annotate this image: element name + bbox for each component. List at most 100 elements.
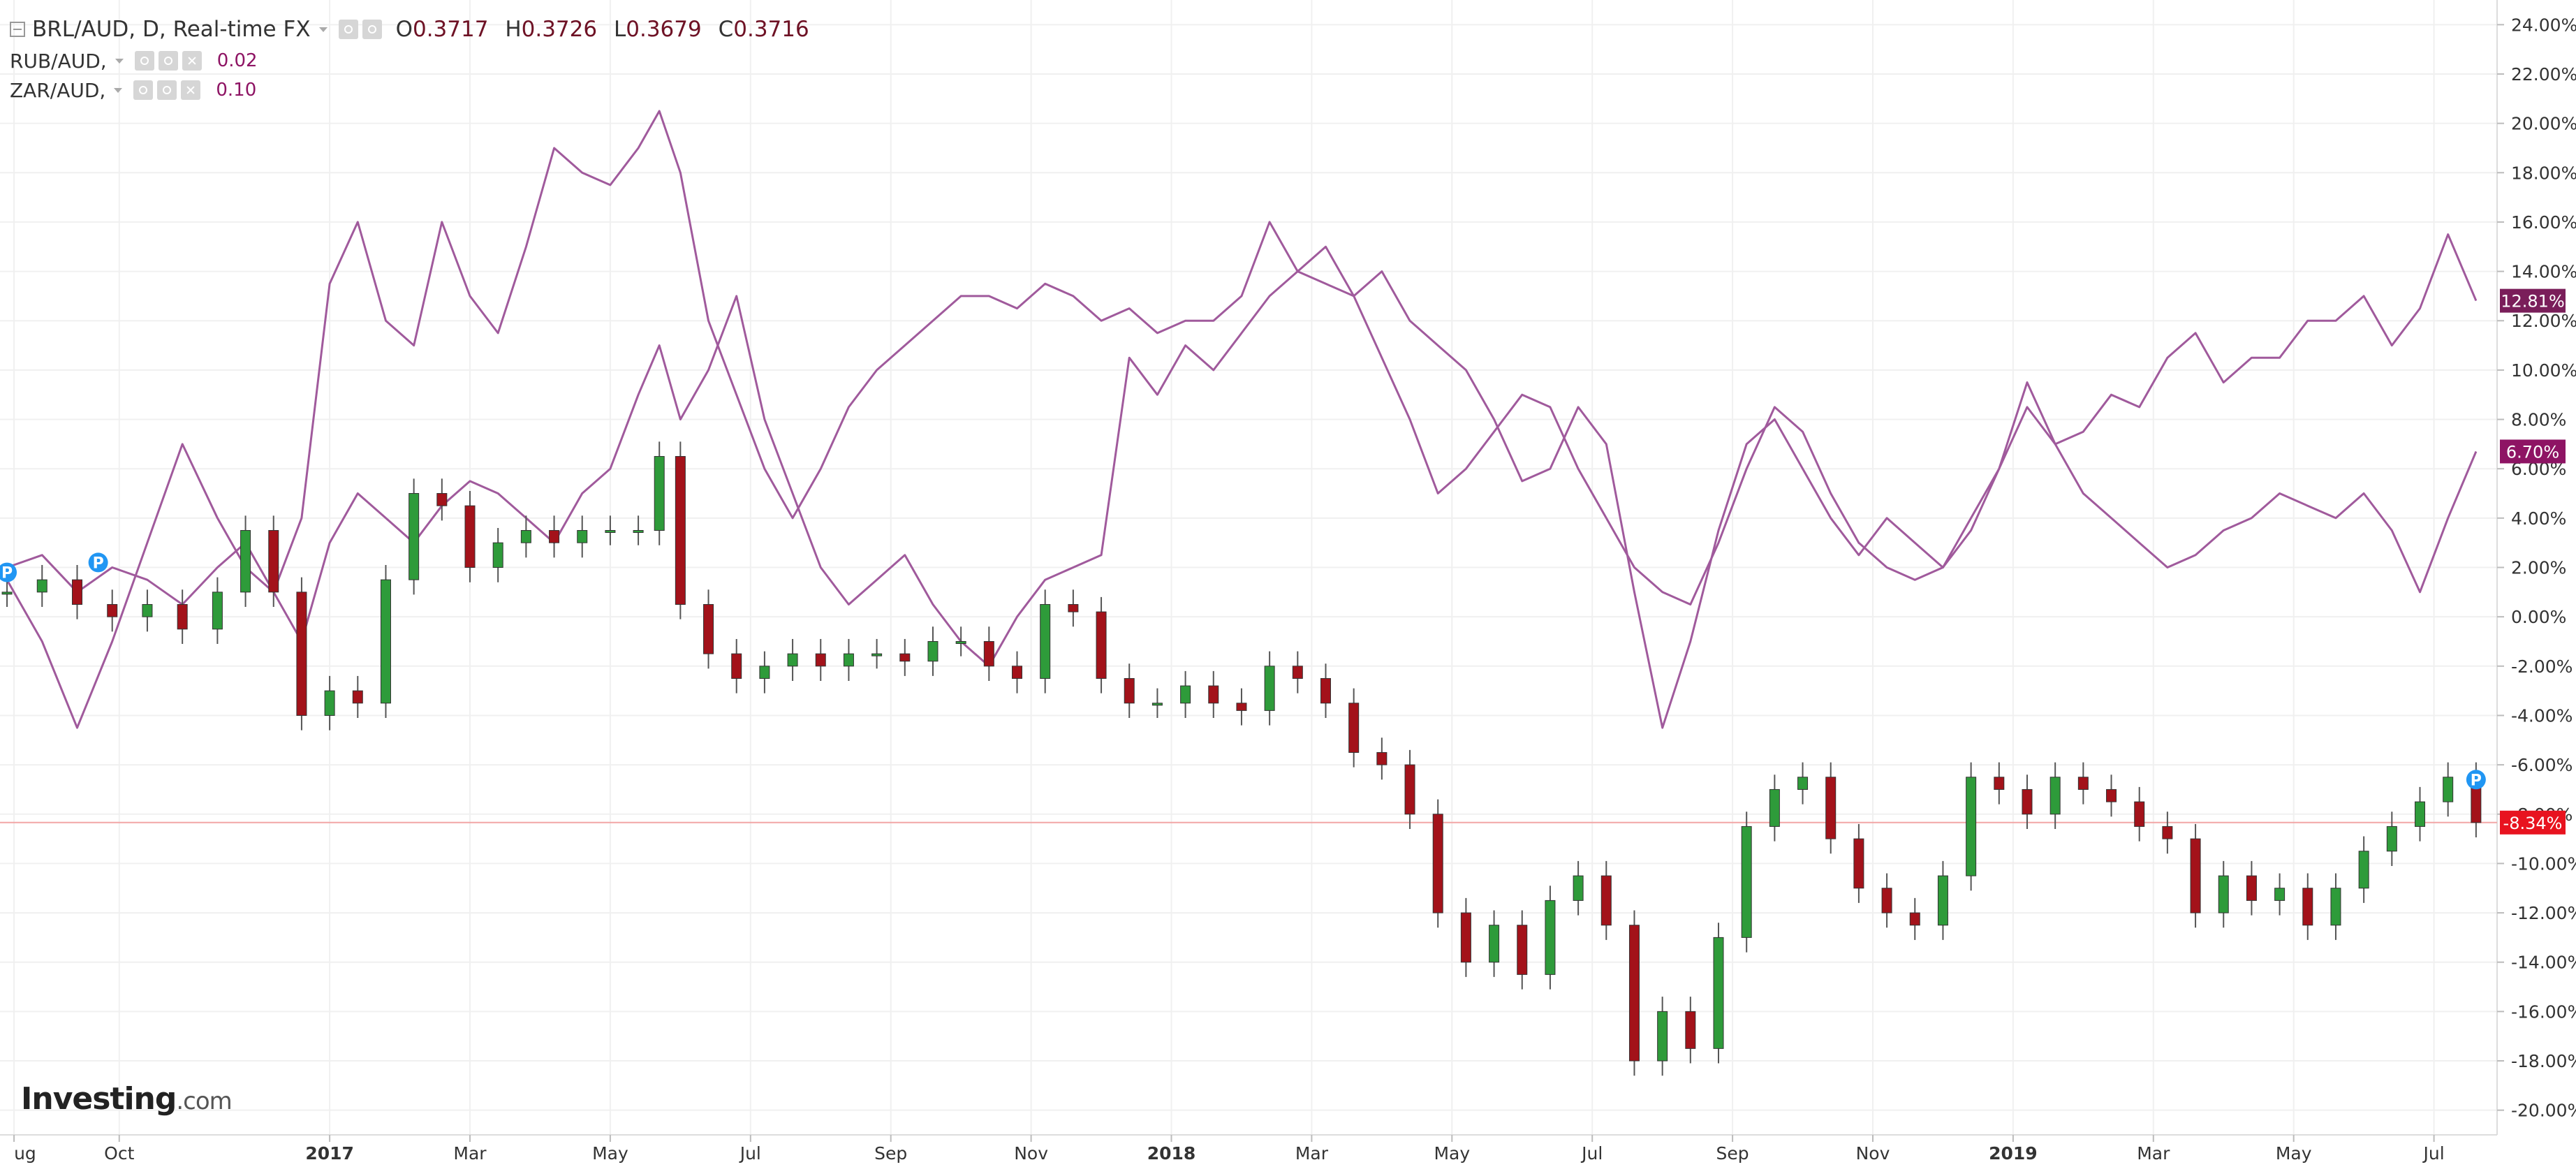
x-tick-label: 2018 [1147, 1143, 1196, 1164]
candle-body [2302, 888, 2313, 926]
x-tick-label: May [1434, 1143, 1470, 1164]
event-marker [0, 562, 17, 582]
candle-body [212, 592, 223, 630]
candle-body [2358, 851, 2369, 889]
y-axis-ticks: 24.00% 22.00% 20.00% 18.00% 16.00% 14.00% 12.0… [2497, 15, 2576, 1121]
candle-body [843, 653, 854, 667]
ohlc-values: O0.3717 H0.3726 L0.3679 C0.3716 [396, 17, 819, 42]
close-icon[interactable] [181, 80, 201, 100]
candle-body [324, 690, 335, 716]
candle-body [1517, 925, 1528, 975]
candle-body [703, 603, 714, 654]
rub-series-value: 0.02 [216, 50, 258, 71]
candle-body [1853, 838, 1864, 889]
candle-body [1489, 925, 1500, 963]
candle-body [983, 640, 994, 667]
settings-icon[interactable] [362, 20, 382, 39]
y-tick-label: -18.00% [2511, 1051, 2576, 1071]
last-value-label: 6.70% [2506, 442, 2559, 462]
chart-legend: BRL/AUD, D, Real-time FX O0.3717 H0.3726… [10, 13, 819, 105]
x-tick-label: Oct [104, 1143, 134, 1164]
candle-body [787, 653, 798, 667]
event-marker-label: P [93, 555, 104, 572]
settings-icon[interactable] [157, 80, 177, 100]
y-tick-label: -2.00% [2511, 656, 2573, 677]
candle-body [492, 542, 503, 568]
x-tick-label: Mar [453, 1143, 487, 1164]
candle-body [71, 579, 82, 605]
y-tick-label: 24.00% [2511, 15, 2576, 35]
y-tick-label: -10.00% [2511, 853, 2576, 874]
last-value-badge [2500, 439, 2566, 464]
candle-body [380, 579, 391, 704]
visibility-icon[interactable] [134, 51, 154, 71]
main-series-title[interactable]: BRL/AUD, D, Real-time FX [32, 17, 311, 42]
investing-logo[interactable]: Investing.com [21, 1081, 233, 1117]
candle-body [1769, 788, 1780, 827]
candle-body [240, 530, 251, 593]
candle-body [177, 603, 188, 630]
event-marker-label: P [1, 565, 13, 582]
candle-body [1208, 685, 1219, 704]
candle-body [927, 640, 939, 662]
last-value-label: 12.81% [2501, 292, 2565, 311]
candle-body [1151, 703, 1163, 706]
rub-series-title[interactable]: RUB/AUD, [10, 49, 107, 73]
series-line-rub-aud [6, 110, 2478, 729]
candle-body [605, 530, 616, 534]
grid-lines [0, 0, 2497, 1135]
y-tick-label: 4.00% [2511, 508, 2566, 529]
candle-body [871, 653, 883, 656]
collapse-icon[interactable] [10, 22, 25, 37]
x-tick-label: Jul [1580, 1143, 1603, 1164]
y-tick-label: 0.00% [2511, 607, 2566, 627]
y-tick-label: -4.00% [2511, 705, 2573, 726]
visibility-icon[interactable] [133, 80, 154, 100]
candle-body [815, 653, 826, 667]
event-marker [2466, 770, 2486, 790]
zar-series-title[interactable]: ZAR/AUD, [10, 78, 106, 102]
chevron-down-icon[interactable] [114, 87, 123, 93]
candle-body [1713, 937, 1724, 1049]
candle-body [1909, 912, 1920, 926]
candle-body [1460, 912, 1471, 963]
y-tick-label: 8.00% [2511, 410, 2566, 430]
candle-body [731, 653, 742, 679]
candle-body [1180, 685, 1191, 704]
candle-body [296, 592, 307, 716]
visibility-icon[interactable] [338, 20, 358, 39]
candle-body [1068, 603, 1079, 612]
last-value-badge [2500, 288, 2566, 313]
candle-body [1825, 777, 1837, 839]
candle-body [142, 603, 153, 617]
candle-body [955, 640, 966, 644]
y-tick-label: 22.00% [2511, 64, 2576, 85]
candle-body [2443, 777, 2454, 802]
chevron-down-icon[interactable] [318, 27, 327, 32]
candle-body [899, 653, 911, 662]
candle-body [352, 690, 363, 704]
x-tick-label: Jul [739, 1143, 761, 1164]
candle-body [107, 603, 118, 617]
candle-body [675, 456, 686, 605]
candle-body [2415, 801, 2426, 827]
y-tick-label: -20.00% [2511, 1101, 2576, 1121]
brand-name: Investing [21, 1081, 177, 1117]
x-tick-label: Mar [2137, 1143, 2170, 1164]
settings-icon[interactable] [158, 51, 178, 71]
candle-body [1741, 825, 1752, 938]
candle-body [549, 530, 560, 543]
close-icon[interactable] [182, 51, 202, 71]
y-tick-label: 2.00% [2511, 558, 2566, 578]
y-tick-label: 16.00% [2511, 212, 2576, 233]
x-tick-label: May [592, 1143, 628, 1164]
chevron-down-icon[interactable] [115, 58, 124, 64]
close-label: C [718, 17, 734, 42]
candle-body [2022, 788, 2033, 815]
x-tick-label: 2019 [1989, 1143, 2038, 1164]
x-tick-label: Jul [2422, 1143, 2445, 1164]
candle-body [1040, 603, 1051, 679]
candle-body [1685, 1011, 1696, 1049]
open-label: O [395, 17, 413, 42]
